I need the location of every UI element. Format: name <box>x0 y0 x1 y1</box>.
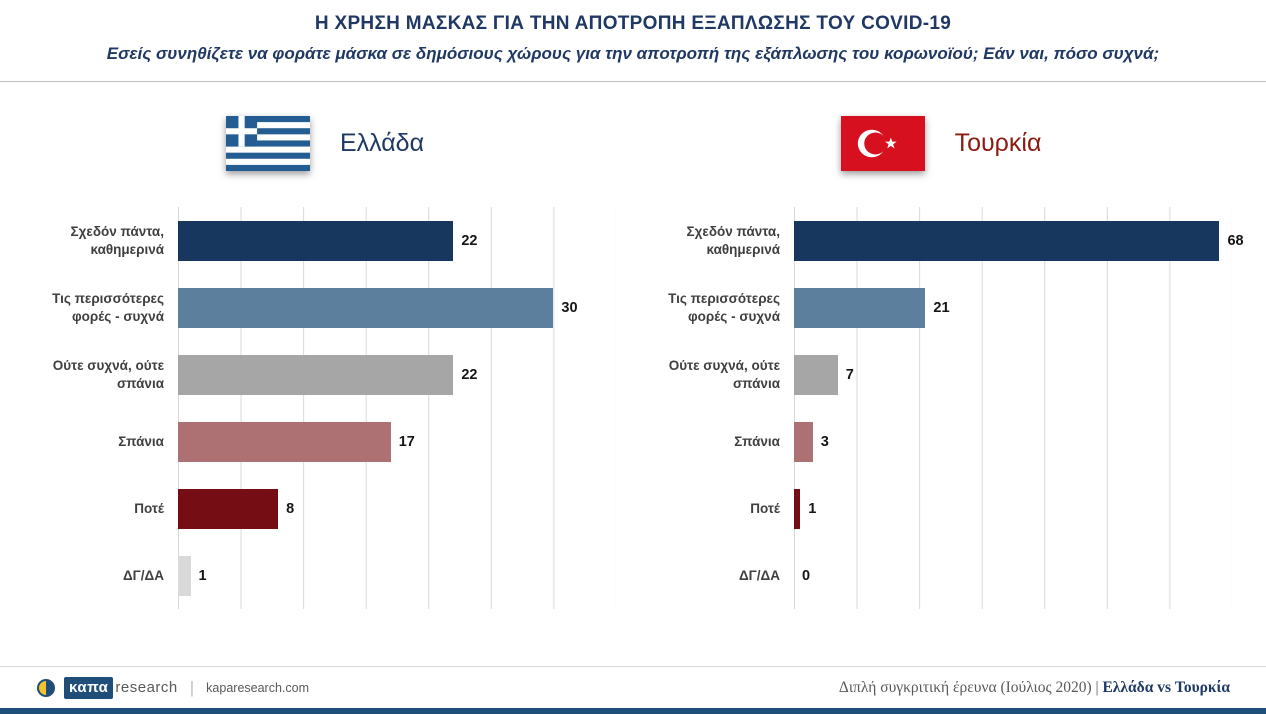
category-label: Ποτέ <box>750 500 780 516</box>
bar-greece <box>178 354 454 395</box>
category-label: ΔΓ/ΔΑ <box>122 567 164 583</box>
chart-row: Τις περισσότερες φορές - συχνά 30 <box>34 274 616 341</box>
greece-flag-icon <box>225 116 310 171</box>
bar-track: 30 <box>178 274 616 341</box>
footer-separator: | <box>189 677 195 697</box>
chart-row: Σπάνια 17 <box>34 408 616 475</box>
footer: καπα research | kaparesearch.com Διπλή σ… <box>0 666 1266 708</box>
panel-header-turkey: Τουρκία <box>650 116 1232 171</box>
footer-note-plain: Διπλή συγκριτική έρευνα (Ιούλιος 2020) | <box>838 678 1103 696</box>
panel-title-turkey: Τουρκία <box>954 129 1042 157</box>
category-label: Σπάνια <box>734 433 780 449</box>
category-label: Σχεδόν πάντα, καθημερινά <box>70 223 164 257</box>
bar-track: 17 <box>178 408 616 475</box>
bar-greece <box>178 488 279 529</box>
rows-greece: Σχεδόν πάντα, καθημερινά 22 Τις περισσότερ… <box>34 207 616 609</box>
category-label: Σχεδόν πάντα, καθημερινά <box>686 223 780 257</box>
bar-track: 68 <box>794 207 1244 274</box>
bar-track: 1 <box>178 542 616 609</box>
category-label: Τις περισσότερες φορές - συχνά <box>668 290 780 324</box>
bar-greece <box>178 220 454 261</box>
value-label: 22 <box>461 232 478 249</box>
value-label: 22 <box>461 366 478 383</box>
category-label: Ούτε συχνά, ούτε σπάνια <box>668 357 780 391</box>
bar-track: 21 <box>794 274 1232 341</box>
value-label: 3 <box>820 433 829 450</box>
chart-panels: Ελλάδα Σχεδόν πάντα, καθημερινά 22 Τις περ… <box>0 116 1266 609</box>
bar-turkey <box>794 354 838 395</box>
panel-turkey: Τουρκία Σχεδόν πάντα, καθημερινά 68 Τις πε… <box>650 116 1244 609</box>
category-label: Τις περισσότερες φορές - συχνά <box>52 290 164 324</box>
value-label: 30 <box>561 299 578 316</box>
bar-track: 0 <box>794 542 1232 609</box>
header-divider <box>0 81 1266 82</box>
value-label: 1 <box>808 500 817 517</box>
value-label: 7 <box>845 366 854 383</box>
chart-row: ΔΓ/ΔΑ 1 <box>34 542 616 609</box>
footer-note: Διπλή συγκριτική έρευνα (Ιούλιος 2020) |… <box>839 679 1230 697</box>
bar-greece <box>178 287 554 328</box>
footer-brand: καπα research | kaparesearch.com <box>36 676 309 699</box>
bar-turkey <box>794 421 813 462</box>
category-label: Ποτέ <box>134 500 164 516</box>
bar-turkey <box>794 287 926 328</box>
bar-track: 1 <box>794 475 1232 542</box>
kapa-logo-icon <box>37 678 55 697</box>
footer-note-highlight: Ελλάδα vs Τουρκία <box>1102 678 1230 696</box>
bar-turkey <box>794 488 801 529</box>
chart-row: Σχεδόν πάντα, καθημερινά 22 <box>34 207 616 274</box>
bar-track: 3 <box>794 408 1232 475</box>
footer-website: kaparesearch.com <box>206 680 309 695</box>
chart-row: Ποτέ 1 <box>650 475 1232 542</box>
bar-track: 22 <box>178 341 616 408</box>
kapa-logo-wordmark: καπα research <box>64 676 178 699</box>
bar-track: 7 <box>794 341 1232 408</box>
rows-turkey: Σχεδόν πάντα, καθημερινά 68 Τις περισσότερ… <box>650 207 1244 609</box>
bar-greece <box>178 555 191 596</box>
chart-row: Τις περισσότερες φορές - συχνά 21 <box>650 274 1232 341</box>
panel-header-greece: Ελλάδα <box>34 116 616 171</box>
logo-kapa-text: καπα <box>64 676 114 699</box>
category-label: Ούτε συχνά, ούτε σπάνια <box>52 357 164 391</box>
category-label: ΔΓ/ΔΑ <box>738 567 780 583</box>
value-label: 17 <box>398 433 415 450</box>
bottom-accent-bar <box>0 708 1266 714</box>
chart-header: Η ΧΡΗΣΗ ΜΑΣΚΑΣ ΓΙΑ ΤΗΝ ΑΠΟΤΡΟΠΗ ΕΞΑΠΛΩΣΗ… <box>0 0 1266 82</box>
page-subtitle: Εσείς συνηθίζετε να φοράτε μάσκα σε δημό… <box>106 44 1160 63</box>
chart-row: ΔΓ/ΔΑ 0 <box>650 542 1232 609</box>
chart-row: Ποτέ 8 <box>34 475 616 542</box>
chart-row: Ούτε συχνά, ούτε σπάνια 22 <box>34 341 616 408</box>
chart-row: Σπάνια 3 <box>650 408 1232 475</box>
value-label: 1 <box>198 567 207 584</box>
logo-research-text: research <box>115 679 178 696</box>
turkey-flag-icon <box>840 116 925 171</box>
panel-title-greece: Ελλάδα <box>339 129 425 157</box>
chart-row: Σχεδόν πάντα, καθημερινά 68 <box>650 207 1244 274</box>
bar-turkey <box>794 220 1220 261</box>
page-title: Η ΧΡΗΣΗ ΜΑΣΚΑΣ ΓΙΑ ΤΗΝ ΑΠΟΤΡΟΠΗ ΕΞΑΠΛΩΣΗ… <box>314 13 952 34</box>
value-label: 8 <box>286 500 295 517</box>
value-label: 21 <box>933 299 950 316</box>
panel-greece: Ελλάδα Σχεδόν πάντα, καθημερινά 22 Τις περ… <box>34 116 616 609</box>
bar-greece <box>178 421 391 462</box>
bar-track: 8 <box>178 475 616 542</box>
chart-row: Ούτε συχνά, ούτε σπάνια 7 <box>650 341 1232 408</box>
value-label: 68 <box>1227 232 1244 249</box>
value-label: 0 <box>802 567 811 584</box>
bar-track: 22 <box>178 207 616 274</box>
category-label: Σπάνια <box>118 433 164 449</box>
